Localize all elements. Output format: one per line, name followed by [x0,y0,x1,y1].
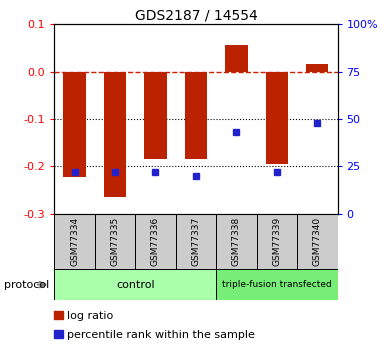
Text: GSM77338: GSM77338 [232,217,241,266]
Bar [144,71,166,159]
Text: GSM77335: GSM77335 [111,217,120,266]
Text: triple-fusion transfected: triple-fusion transfected [222,280,332,289]
Text: GSM77334: GSM77334 [70,217,79,266]
Bar [135,214,176,269]
Bar [216,269,338,300]
Bar [95,214,135,269]
Text: GSM77340: GSM77340 [313,217,322,266]
Text: GSM77339: GSM77339 [272,217,281,266]
Bar [63,71,86,177]
Bar [54,269,216,300]
Bar [306,65,329,71]
Bar [216,214,256,269]
Bar [266,71,288,164]
Bar [297,214,338,269]
Bar [176,214,216,269]
Bar [185,71,207,159]
Bar [104,71,126,197]
Text: percentile rank within the sample: percentile rank within the sample [67,330,255,339]
Text: protocol: protocol [4,280,49,289]
Title: GDS2187 / 14554: GDS2187 / 14554 [135,9,257,23]
Text: control: control [116,280,154,289]
Text: log ratio: log ratio [67,311,113,321]
Bar [54,214,95,269]
Text: GSM77336: GSM77336 [151,217,160,266]
Text: GSM77337: GSM77337 [191,217,201,266]
Bar [256,214,297,269]
Bar [225,46,248,71]
